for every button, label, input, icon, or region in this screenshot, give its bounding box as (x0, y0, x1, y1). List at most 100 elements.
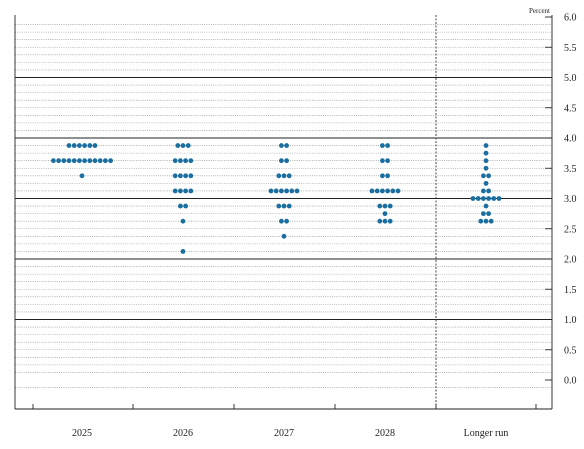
data-dot (279, 158, 284, 164)
data-dot (175, 143, 181, 148)
data-dot (56, 158, 61, 164)
data-dot (185, 143, 191, 148)
data-dot (377, 218, 383, 224)
data-dot (483, 218, 489, 224)
data-dot (180, 143, 186, 148)
y-tick-label: 5.5 (564, 43, 577, 54)
data-dot (481, 211, 486, 217)
data-dot (483, 150, 489, 156)
data-dot (385, 158, 390, 164)
data-dot (279, 218, 284, 224)
data-dot (82, 158, 87, 164)
data-dot (491, 196, 497, 201)
x-category-label: 2027 (274, 428, 294, 439)
y-tick-label: 2.5 (564, 224, 577, 235)
data-dot (475, 196, 481, 201)
data-dot (382, 218, 388, 224)
data-dot (51, 158, 56, 164)
x-category-label: 2026 (173, 428, 193, 439)
data-dot (382, 203, 388, 209)
data-dot (77, 143, 82, 148)
data-dot (483, 203, 489, 209)
data-dot (284, 188, 289, 194)
data-dot (180, 249, 186, 254)
data-dot (374, 188, 380, 194)
data-dot (97, 158, 103, 164)
data-dot (483, 180, 489, 186)
y-tick-label: 0.5 (564, 345, 577, 356)
x-axis-labels: 2025 2026 2027 2028 Longer run (72, 428, 508, 439)
data-dot (488, 218, 494, 224)
data-dot (276, 203, 282, 209)
data-dot (486, 211, 491, 217)
data-dot (276, 173, 282, 179)
data-dot (481, 173, 486, 179)
y-axis-ticks: 6.0 5.5 5.0 4.5 4.0 3.5 3.0 2.5 2.0 1.5 1.0 0.5 0.0 (545, 13, 577, 387)
data-dot (188, 158, 194, 164)
data-dot (281, 173, 287, 179)
data-dot (87, 143, 93, 148)
data-dot (188, 188, 194, 194)
data-dot (387, 203, 393, 209)
data-dot (390, 188, 396, 194)
data-dot (178, 188, 183, 194)
data-dot (66, 143, 72, 148)
data-dot (281, 233, 287, 239)
data-dot (387, 218, 393, 224)
data-dot (92, 143, 98, 148)
data-dot (281, 203, 287, 209)
y-tick-label: 4.0 (564, 134, 577, 145)
y-unit-label: Percent (529, 7, 550, 15)
data-dot (284, 158, 289, 164)
data-dot (183, 188, 189, 194)
data-dot (483, 165, 489, 171)
data-dot (103, 158, 108, 164)
data-dot (71, 143, 77, 148)
data-dot (286, 173, 292, 179)
data-dot (380, 158, 385, 164)
data-dot (82, 143, 87, 148)
data-dot (71, 158, 77, 164)
data-dot (380, 188, 385, 194)
data-dot (61, 158, 67, 164)
data-dot (395, 188, 401, 194)
data-dot (380, 143, 385, 148)
x-category-label: 2028 (375, 428, 395, 439)
data-dot (294, 188, 300, 194)
data-dot (486, 196, 491, 201)
data-dot (180, 218, 186, 224)
x-category-label: 2025 (72, 428, 92, 439)
data-dot (92, 158, 98, 164)
data-dot (481, 196, 486, 201)
data-dot (183, 158, 189, 164)
data-dot (478, 218, 484, 224)
data-dot (79, 173, 85, 179)
data-dot (284, 143, 289, 148)
data-dot (486, 188, 491, 194)
data-dot (369, 188, 375, 194)
data-dot (87, 158, 93, 164)
y-tick-label: 4.5 (564, 103, 577, 114)
y-tick-label: 1.0 (564, 315, 577, 326)
data-dot (268, 188, 274, 194)
y-tick-label: 6.0 (564, 13, 577, 24)
data-dot (279, 188, 284, 194)
data-dot (188, 173, 194, 179)
data-dot (289, 188, 295, 194)
data-dot (483, 158, 489, 164)
data-dot (108, 158, 113, 164)
data-dot (279, 143, 284, 148)
data-dot (178, 203, 183, 209)
data-dot (385, 143, 390, 148)
data-dot (284, 218, 289, 224)
data-dot (178, 173, 183, 179)
data-dot (77, 158, 82, 164)
data-dot (66, 158, 72, 164)
data-dot (385, 173, 390, 179)
data-dot (172, 173, 178, 179)
data-dot (273, 188, 279, 194)
data-dot (183, 173, 189, 179)
data-dot (172, 158, 178, 164)
data-dot (496, 196, 502, 201)
data-dot (380, 173, 385, 179)
